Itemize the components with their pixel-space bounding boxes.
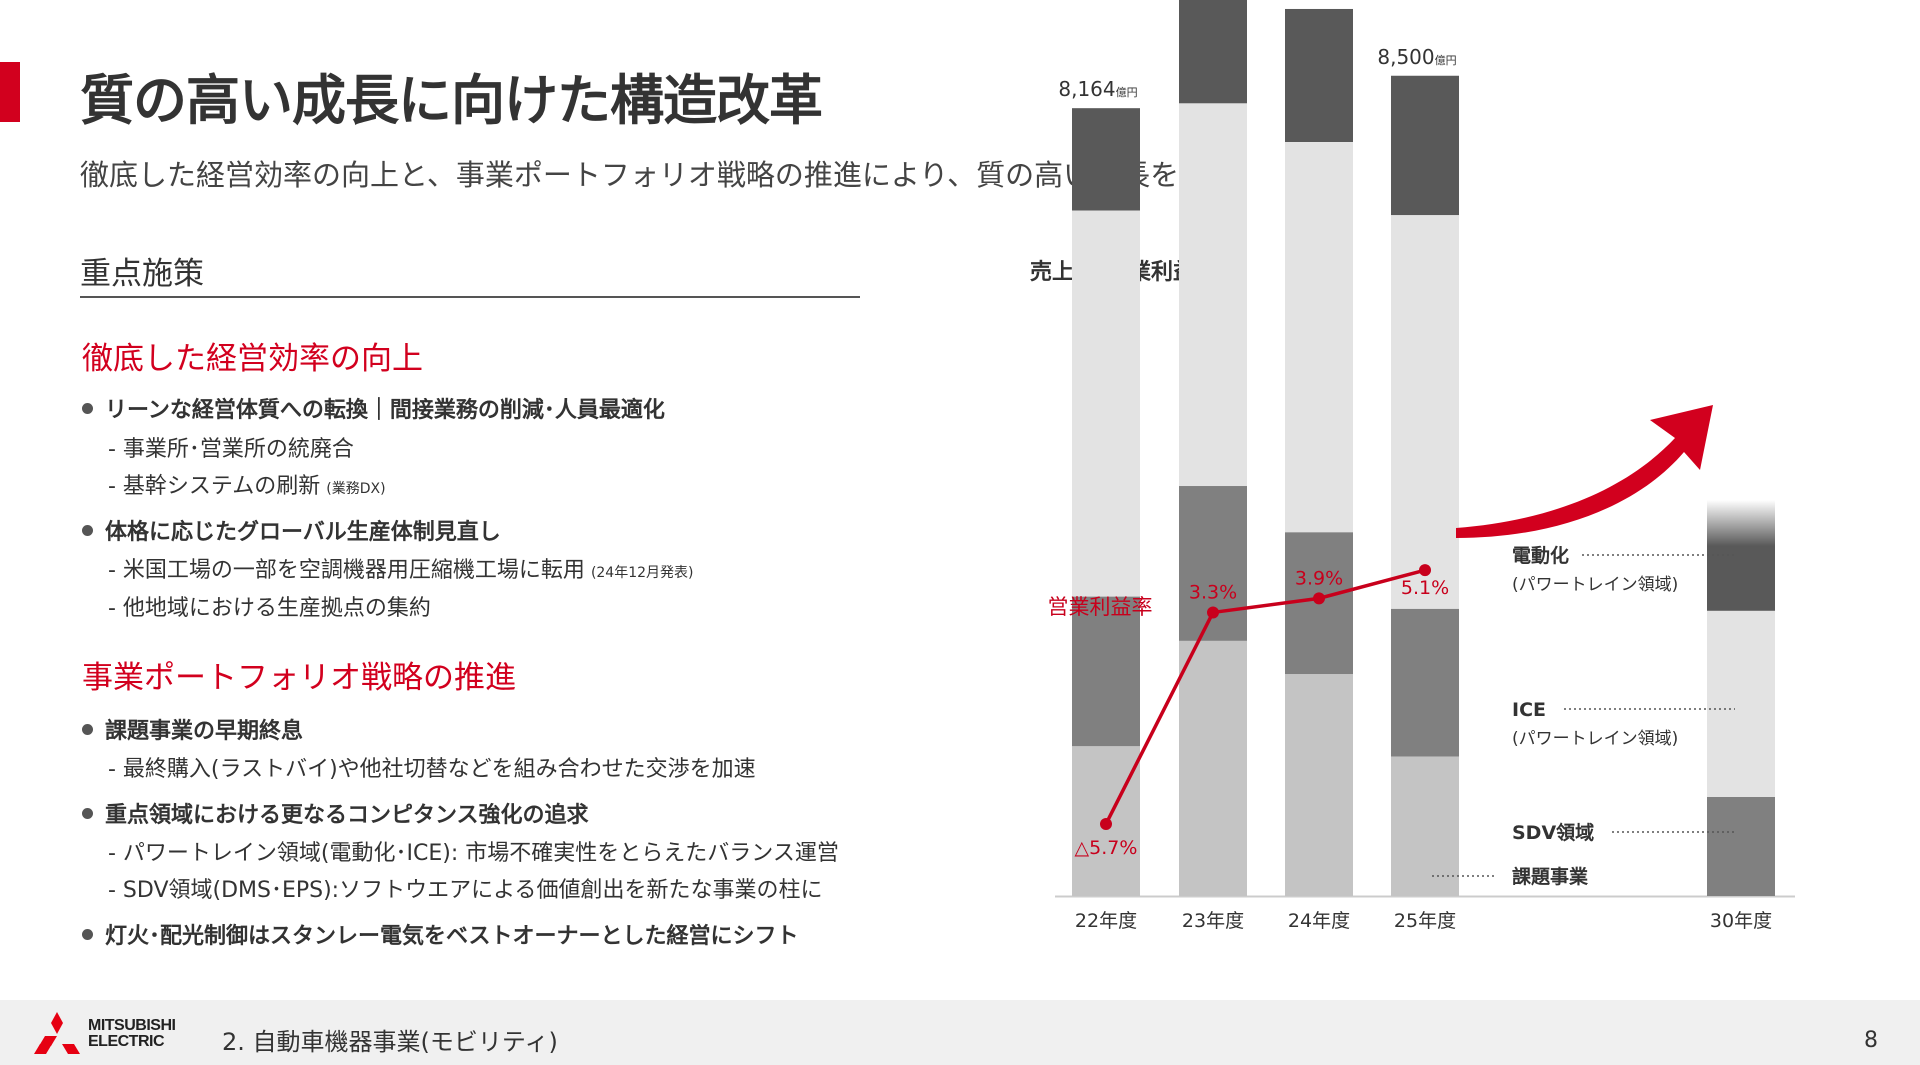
x-tick-label: 30年度 <box>1710 910 1772 932</box>
bullet-dot <box>82 929 93 940</box>
x-tick-label: 23年度 <box>1182 910 1244 932</box>
note-business-dx: (業務DX) <box>326 481 386 497</box>
bar-segment-2-24年度 <box>1285 142 1353 533</box>
section-heading: 重点施策 <box>80 256 204 292</box>
bar-segment-3-25年度 <box>1391 608 1459 757</box>
sub-item-office-consolidation: - 事業所･営業所の統廃合 <box>108 437 354 462</box>
bar-segment-3-30年度 <box>1707 797 1775 896</box>
margin-point <box>1419 564 1431 577</box>
footer-bar <box>0 1000 1920 1065</box>
section-divider <box>80 296 860 298</box>
company-logo-wordmark: MITSUBISHI ELECTRIC <box>88 1017 176 1050</box>
bar-segment-1-23年度 <box>1179 0 1247 104</box>
sub-item-system-renewal: - 基幹システムの刷新 (業務DX) <box>108 474 386 499</box>
sub-item-sdv: - SDV領域(DMS･EPS):ソフトウエアによる価値創出を新たな事業の柱に <box>108 878 823 903</box>
margin-value-label: 3.3% <box>1189 581 1237 603</box>
margin-point <box>1313 592 1325 605</box>
bar-segment-1-25年度 <box>1391 75 1459 216</box>
legend-label: 課題事業 <box>1512 865 1589 888</box>
legend-sublabel: (パワートレイン領域) <box>1512 729 1678 749</box>
bullet-lean-management: リーンな経営体質への転換｜間接業務の削減･人員最適化 <box>82 392 665 424</box>
margin-value-label: 5.1% <box>1401 577 1449 599</box>
group-heading-portfolio: 事業ポートフォリオ戦略の推進 <box>82 660 516 696</box>
margin-series-label: 営業利益率 <box>1048 595 1153 619</box>
x-tick-label: 25年度 <box>1394 910 1456 932</box>
logo-text-line2: ELECTRIC <box>88 1033 165 1050</box>
bar-segment-4-23年度 <box>1179 640 1247 896</box>
sub-item-last-buy-negotiation: - 最終購入(ラストバイ)や他社切替などを組み合わせた交渉を加速 <box>108 757 756 782</box>
sales-margin-chart: 22年度8,164億円23年度9,441億円24年度9,192億円25年度8,5… <box>1048 0 1795 932</box>
legend-label: ICE <box>1512 699 1546 721</box>
bullet-lighting-shift: 灯火･配光制御はスタンレー電気をベストオーナーとした経営にシフト <box>82 918 798 950</box>
bar-segment-2-30年度 <box>1707 610 1775 797</box>
page-subtitle: 徹底した経営効率の向上と、事業ポートフォリオ戦略の推進により、質の高い成長を実現 <box>80 158 1238 192</box>
bullet-dot <box>82 525 93 536</box>
bar-segment-2-23年度 <box>1179 103 1247 487</box>
title-accent-bar <box>0 62 20 122</box>
sales-value-label: 9,192億円 <box>1271 0 1350 2</box>
page-title: 質の高い成長に向けた構造改革 <box>80 69 823 132</box>
bullet-global-production: 体格に応じたグローバル生産体制見直し <box>82 514 501 546</box>
margin-point <box>1207 606 1219 619</box>
legend-sublabel: (パワートレイン領域) <box>1512 575 1678 595</box>
bullet-problem-business-exit: 課題事業の早期終息 <box>82 713 303 745</box>
x-tick-label: 24年度 <box>1288 910 1350 932</box>
footer-section-label: 2. 自動車機器事業(モビリティ) <box>222 1028 558 1056</box>
sales-value-label: 8,500億円 <box>1377 45 1456 69</box>
note-announcement-date: (24年12月発表) <box>590 565 694 581</box>
bar-segment-2-25年度 <box>1391 215 1459 609</box>
legend-label: 電動化 <box>1512 544 1569 567</box>
legend-label: SDV領域 <box>1512 821 1594 844</box>
margin-line <box>1104 568 1426 825</box>
bar-segment-3-22年度 <box>1072 596 1140 747</box>
growth-arrow-icon <box>1456 405 1713 538</box>
margin-value-label: 3.9% <box>1295 567 1343 589</box>
bar-segment-4-24年度 <box>1285 674 1353 896</box>
bar-segment-1-22年度 <box>1072 108 1140 211</box>
bullet-dot <box>82 724 93 735</box>
bar-segment-4-25年度 <box>1391 756 1459 896</box>
group-heading-efficiency: 徹底した経営効率の向上 <box>82 341 423 377</box>
bullet-core-competence: 重点領域における更なるコンピタンス強化の追求 <box>82 797 589 829</box>
bar-fade-30年度 <box>1707 500 1775 546</box>
sales-value-label: 8,164億円 <box>1058 77 1137 101</box>
margin-point <box>1100 817 1112 830</box>
logo-text-line1: MITSUBISHI <box>88 1017 176 1034</box>
margin-value-label: △5.7% <box>1075 837 1138 859</box>
mitsubishi-logo-icon <box>34 1012 80 1054</box>
sub-item-powertrain: - パワートレイン領域(電動化･ICE): 市場不確実性をとらえたバランス運営 <box>108 841 839 866</box>
bar-segment-2-22年度 <box>1072 210 1140 597</box>
sub-item-us-factory: - 米国工場の一部を空調機器用圧縮機工場に転用 (24年12月発表) <box>108 558 694 583</box>
page-number: 8 <box>1864 1028 1878 1053</box>
sub-item-production-consolidation: - 他地域における生産拠点の集約 <box>108 596 431 621</box>
bullet-dot <box>82 403 93 414</box>
bar-segment-1-24年度 <box>1285 8 1353 143</box>
bullet-dot <box>82 808 93 819</box>
x-tick-label: 22年度 <box>1075 910 1137 932</box>
